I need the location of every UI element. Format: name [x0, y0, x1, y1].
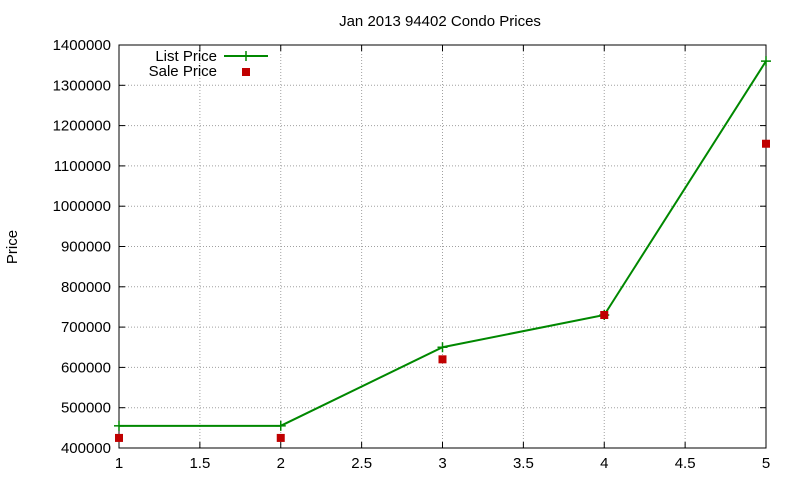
y-tick-label: 800000 [61, 279, 111, 296]
legend-sample-list-price [224, 51, 268, 61]
x-tick-label: 4.5 [675, 455, 696, 472]
x-tick-label: 1.5 [189, 455, 210, 472]
x-tick-label: 1 [115, 455, 123, 472]
y-tick-label: 1400000 [53, 37, 111, 54]
list-price-point [761, 56, 771, 67]
x-tick-label: 5 [762, 455, 770, 472]
sale-price-point [438, 355, 447, 364]
sale-price-point [762, 139, 770, 148]
y-tick-label: 1200000 [53, 118, 111, 135]
legend-label-sale-price: Sale Price [149, 63, 217, 80]
sale-price-point [276, 433, 285, 442]
list-price-point [275, 420, 286, 431]
grid-layer [119, 45, 766, 448]
y-tick-label: 1100000 [54, 158, 111, 175]
legend-sample-sale-price [242, 68, 250, 76]
y-tick-label: 1300000 [53, 77, 111, 94]
y-tick-label: 700000 [61, 319, 111, 336]
chart-title: Jan 2013 94402 Condo Prices [339, 13, 541, 30]
legend: List Price Sale Price [149, 48, 268, 80]
x-tick-label: 2.5 [351, 455, 372, 472]
legend-label-list-price: List Price [155, 48, 217, 65]
y-tick-label: 600000 [61, 359, 111, 376]
legend-marker-sale-price [242, 68, 250, 76]
series-layer [114, 56, 771, 442]
y-tick-label: 500000 [61, 400, 111, 417]
y-tick-label: 400000 [61, 440, 111, 457]
x-tick-label: 4 [600, 455, 608, 472]
list-price-point [437, 342, 448, 353]
x-tick-label: 3.5 [513, 455, 534, 472]
y-tick-label: 900000 [61, 239, 111, 256]
legend-marker-list-price [241, 51, 251, 61]
sale-price-point [115, 433, 123, 442]
x-tick-label: 2 [277, 455, 285, 472]
y-tick-label: 1000000 [53, 198, 111, 215]
y-axis-label: Price [4, 230, 21, 264]
sale-price-point [600, 311, 609, 320]
list-price-point [114, 420, 124, 431]
axis-layer: 1 1.5 2 2.5 3 3.5 4 4.5 5 400000 500000 600000 70000… [53, 37, 771, 472]
x-tick-label: 3 [438, 455, 446, 472]
